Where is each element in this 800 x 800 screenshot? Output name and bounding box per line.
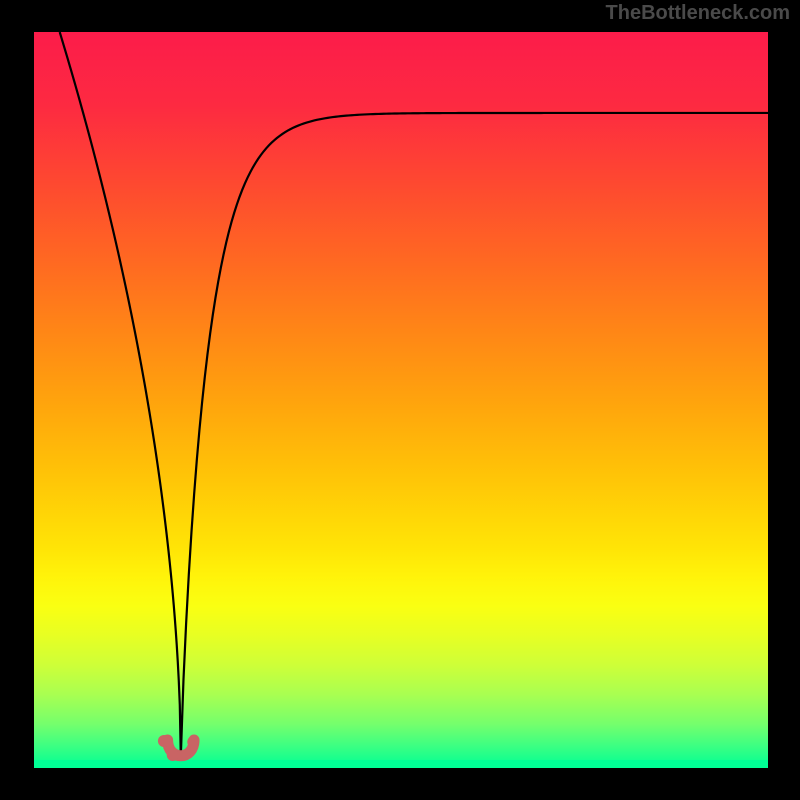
bottleneck-chart	[0, 0, 800, 800]
chart-root: TheBottleneck.com	[0, 0, 800, 800]
green-baseline	[34, 760, 768, 768]
optimal-marker-dot	[167, 749, 179, 761]
plot-background	[34, 32, 768, 768]
optimal-marker-dot	[158, 735, 170, 747]
optimal-marker-dot	[187, 736, 199, 748]
